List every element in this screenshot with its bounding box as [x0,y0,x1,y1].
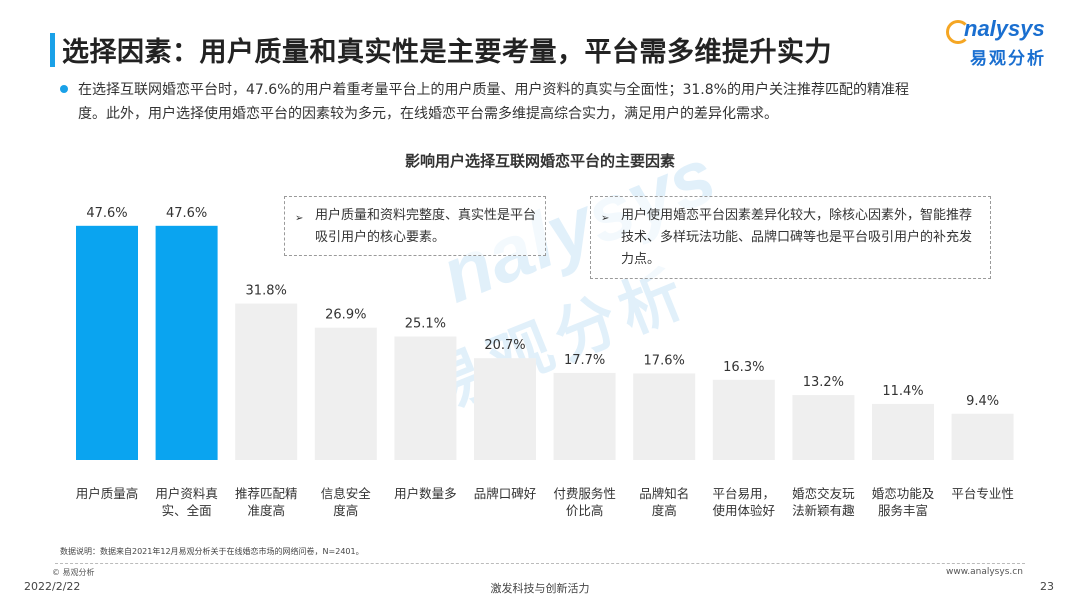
arrow-bullet-icon: ➢ [295,213,304,224]
bar-9 [712,379,775,460]
summary-line-2: 度。此外，用户选择使用婚恋平台的因素较为多元，在线婚恋平台需多维提高综合实力，满… [78,106,778,122]
summary-text: 在选择互联网婚恋平台时，47.6%的用户着重考量平台上的用户质量、用户资料的真实… [78,78,1053,126]
category-label-7: 付费服务性价比高 [553,486,616,518]
category-label-2: 用户资料真实、全面 [155,486,218,518]
category-label-11: 婚恋功能及服务丰富 [872,486,935,518]
bar-8 [633,373,696,460]
callout-core-factors-text: 用户质量和资料完整度、真实性是平台吸引用户的核心要素。 [315,208,537,245]
category-label-3: 推荐匹配精准度高 [235,486,298,518]
copyright: © 易观分析 [52,568,95,577]
data-label-2: 47.6% [166,206,207,221]
data-label-6: 20.7% [484,338,525,353]
bar-6 [474,358,536,460]
footer-slogan: 激发科技与创新活力 [490,582,590,595]
data-label-7: 17.7% [564,353,605,368]
website-link[interactable]: www.analysys.cn [946,567,1023,577]
data-label-9: 16.3% [723,360,764,375]
footer-divider [55,563,1025,564]
bar-7 [553,372,616,460]
logo-text-en: nalysys [964,16,1045,41]
page-number: 23 [1040,580,1054,593]
category-label-12: 平台专业性 [951,486,1014,501]
category-label-8: 品牌知名度高 [639,486,689,518]
bar-3 [235,303,298,460]
data-label-11: 11.4% [882,384,923,399]
bar-11 [872,403,934,460]
category-label-9: 平台易用，使用体验好 [713,486,776,518]
callout-core-factors: ➢ 用户质量和资料完整度、真实性是平台吸引用户的核心要素。 [284,196,546,256]
bullet-icon [60,85,68,93]
analysys-logo: nalysys 易观分析 [944,16,1054,72]
data-note: 数据说明：数据来自2021年12月易观分析关于在线婚恋市场的网络问卷，N=240… [60,547,364,556]
callout-diverse-factors-text: 用户使用婚恋平台因素差异化较大，除核心因素外，智能推荐技术、多样玩法功能、品牌口… [621,208,973,267]
category-label-10: 婚恋交友玩法新颖有趣 [792,486,855,518]
bar-12 [951,413,1014,460]
data-label-12: 9.4% [966,394,999,409]
page-title: 选择因素：用户质量和真实性是主要考量，平台需多维提升实力 [62,37,832,68]
arrow-bullet-icon: ➢ [601,213,610,224]
data-label-8: 17.6% [644,353,685,368]
bar-1 [76,225,138,460]
summary-line-1: 在选择互联网婚恋平台时，47.6%的用户着重考量平台上的用户质量、用户资料的真实… [78,82,909,98]
data-label-4: 26.9% [325,308,366,323]
title-accent-bar [50,33,55,67]
report-date: 2022/2/22 [24,580,81,593]
data-label-1: 47.6% [86,206,127,221]
category-label-5: 用户数量多 [394,486,457,501]
category-label-4: 信息安全度高 [321,486,372,518]
bar-4 [314,327,377,460]
bar-10 [792,395,855,460]
category-label-1: 用户质量高 [76,486,139,501]
bar-chart: 47.6% 用户质量高 47.6% 用户资料真实、全面 31.8% 推荐匹配精准度高 26.… [76,206,1014,518]
category-label-6: 品牌口碑好 [474,486,537,501]
logo-text-cn: 易观分析 [970,49,1046,69]
data-label-3: 31.8% [246,284,287,299]
data-label-10: 13.2% [803,375,844,390]
bar-5 [394,336,457,460]
callout-diverse-factors: ➢ 用户使用婚恋平台因素差异化较大，除核心因素外，智能推荐技术、多样玩法功能、品… [590,196,991,279]
bar-2 [155,225,218,460]
logo-ring-icon [946,20,970,44]
chart-title: 影响用户选择互联网婚恋平台的主要因素 [404,152,675,170]
data-label-5: 25.1% [405,317,446,332]
